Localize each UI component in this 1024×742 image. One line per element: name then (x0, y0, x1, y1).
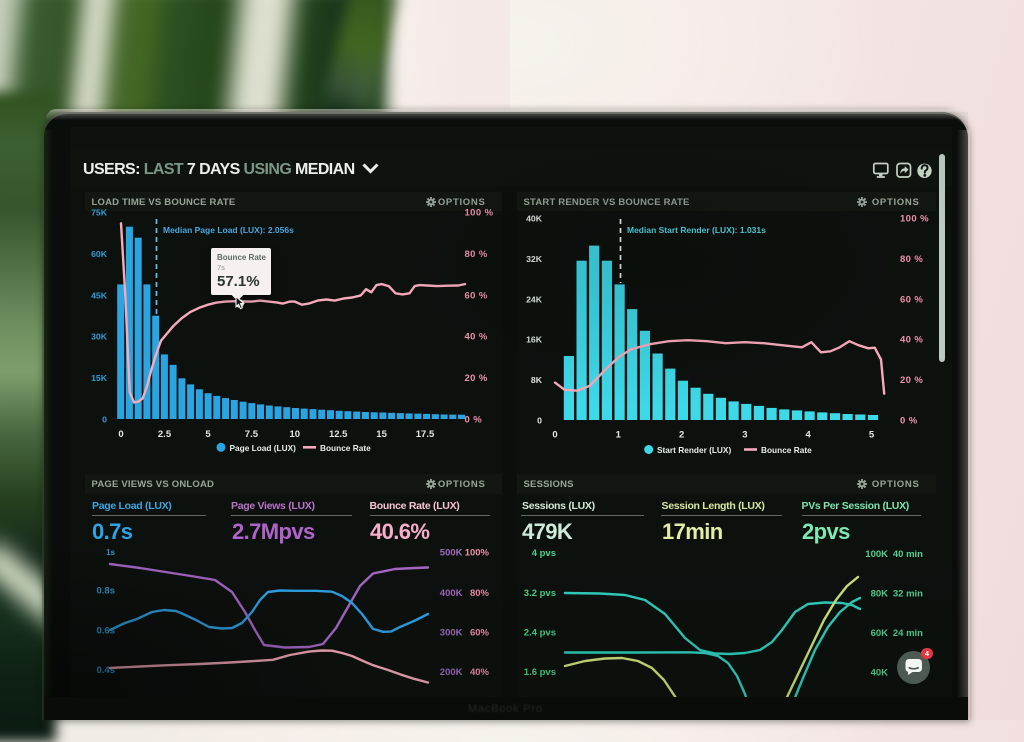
svg-text:32K: 32K (526, 254, 543, 264)
svg-text:15K: 15K (91, 373, 108, 383)
svg-text:0 %: 0 % (900, 415, 918, 426)
svg-text:1: 1 (616, 430, 622, 441)
svg-text:100 %: 100 % (465, 208, 494, 219)
svg-text:0: 0 (118, 429, 123, 440)
svg-text:60 %: 60 % (465, 290, 488, 301)
svg-text:24 min: 24 min (893, 628, 923, 639)
svg-text:40%: 40% (470, 667, 490, 678)
svg-text:1.6 pvs: 1.6 pvs (524, 667, 556, 678)
svg-text:100%: 100% (465, 548, 490, 559)
svg-text:2.5: 2.5 (158, 429, 172, 440)
svg-text:3: 3 (742, 430, 747, 441)
svg-text:Bounce Rate: Bounce Rate (761, 445, 812, 455)
svg-text:80%: 80% (470, 588, 490, 599)
svg-text:100 %: 100 % (900, 214, 929, 225)
svg-text:Start Render (LUX): Start Render (LUX) (657, 445, 731, 455)
svg-text:60 %: 60 % (900, 294, 923, 305)
svg-text:Page Load (LUX): Page Load (LUX) (230, 443, 297, 453)
svg-text:300K: 300K (440, 628, 463, 639)
svg-text:15: 15 (376, 429, 387, 440)
svg-text:2: 2 (679, 430, 684, 441)
svg-text:10: 10 (290, 429, 301, 440)
svg-text:20 %: 20 % (465, 373, 488, 384)
svg-text:75K: 75K (91, 208, 108, 218)
svg-text:4: 4 (806, 430, 812, 441)
svg-text:0: 0 (102, 415, 107, 425)
svg-text:40 %: 40 % (900, 335, 923, 346)
svg-text:500K: 500K (440, 548, 463, 559)
svg-text:5: 5 (869, 430, 875, 441)
svg-text:0: 0 (552, 430, 557, 441)
svg-text:80K: 80K (871, 589, 889, 600)
svg-text:2.4 pvs: 2.4 pvs (524, 628, 556, 639)
svg-text:400K: 400K (440, 588, 463, 599)
svg-text:0.4s: 0.4s (97, 665, 116, 676)
svg-text:100K: 100K (865, 549, 888, 560)
svg-text:45K: 45K (91, 290, 108, 300)
svg-text:12.5: 12.5 (329, 429, 348, 440)
svg-text:0 %: 0 % (465, 415, 483, 426)
svg-text:40K: 40K (526, 214, 543, 224)
svg-text:30K: 30K (91, 332, 108, 342)
svg-text:1s: 1s (106, 548, 115, 557)
svg-text:40K: 40K (871, 668, 889, 679)
svg-text:4 pvs: 4 pvs (532, 548, 556, 559)
svg-text:0.6s: 0.6s (97, 626, 116, 637)
svg-text:7.5: 7.5 (245, 429, 259, 440)
svg-text:60K: 60K (91, 249, 108, 259)
svg-text:Bounce Rate: Bounce Rate (320, 443, 371, 453)
svg-text:Median Page Load (LUX): 2.056s: Median Page Load (LUX): 2.056s (163, 225, 294, 235)
svg-text:80 %: 80 % (465, 249, 488, 260)
svg-text:80 %: 80 % (900, 254, 923, 265)
svg-text:40 %: 40 % (465, 332, 488, 343)
svg-text:60K: 60K (871, 628, 889, 639)
svg-text:0.8s: 0.8s (97, 586, 116, 597)
svg-text:17.5: 17.5 (416, 429, 435, 440)
svg-text:8K: 8K (531, 375, 543, 385)
svg-text:32 min: 32 min (893, 589, 923, 600)
svg-text:Median Start Render (LUX): 1.0: Median Start Render (LUX): 1.031s (627, 225, 766, 235)
svg-text:0: 0 (537, 415, 542, 425)
svg-text:200K: 200K (440, 667, 463, 678)
svg-text:24K: 24K (526, 294, 543, 304)
svg-text:40 min: 40 min (893, 549, 923, 560)
svg-text:3.2 pvs: 3.2 pvs (524, 588, 556, 599)
svg-text:60%: 60% (470, 628, 490, 639)
svg-text:20 %: 20 % (900, 375, 923, 386)
svg-text:16K: 16K (526, 335, 543, 345)
svg-text:5: 5 (205, 429, 211, 440)
